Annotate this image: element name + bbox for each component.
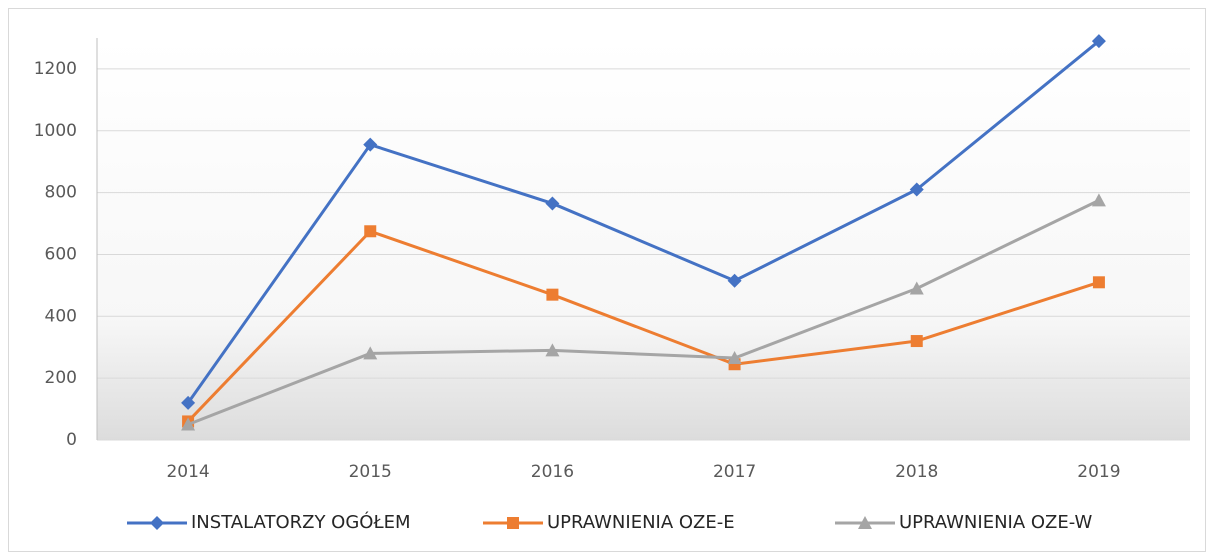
- y-tick-label: 1000: [34, 121, 77, 141]
- y-tick-label: 600: [45, 244, 77, 264]
- y-tick-label: 400: [45, 306, 77, 326]
- marker: [1091, 34, 1106, 49]
- marker: [181, 417, 196, 431]
- marker: [545, 343, 560, 357]
- x-tick-label: 2015: [349, 462, 392, 482]
- marker: [150, 516, 164, 530]
- marker: [909, 182, 924, 197]
- y-tick-label: 200: [45, 368, 77, 388]
- plot-area: [97, 38, 1190, 440]
- y-tick-label: 0: [66, 430, 77, 450]
- series-line: [186, 229, 1100, 423]
- marker: [507, 517, 519, 529]
- marker: [858, 516, 872, 529]
- marker: [181, 395, 196, 410]
- y-tick-label: 1200: [34, 59, 77, 79]
- marker: [909, 281, 924, 295]
- legend-label: UPRAWNIENIA OZE-W: [899, 512, 1093, 533]
- marker: [364, 225, 377, 238]
- marker: [545, 196, 560, 211]
- marker: [363, 346, 378, 360]
- marker: [910, 335, 923, 348]
- x-tick-label: 2018: [895, 462, 938, 482]
- marker: [1092, 276, 1105, 289]
- marker: [727, 351, 742, 365]
- x-tick-label: 2019: [1077, 462, 1120, 482]
- x-tick-label: 2016: [531, 462, 574, 482]
- x-tick-label: 2014: [166, 462, 209, 482]
- legend-label: UPRAWNIENIA OZE-E: [547, 512, 735, 533]
- x-tick-label: 2017: [713, 462, 756, 482]
- marker: [1091, 193, 1106, 207]
- y-tick-label: 800: [45, 183, 77, 203]
- series-line: [186, 39, 1100, 404]
- series-line: [187, 198, 1100, 426]
- legend-label: INSTALATORZY OGÓŁEM: [191, 511, 411, 533]
- marker: [363, 137, 378, 152]
- marker: [546, 288, 559, 301]
- marker: [727, 273, 742, 288]
